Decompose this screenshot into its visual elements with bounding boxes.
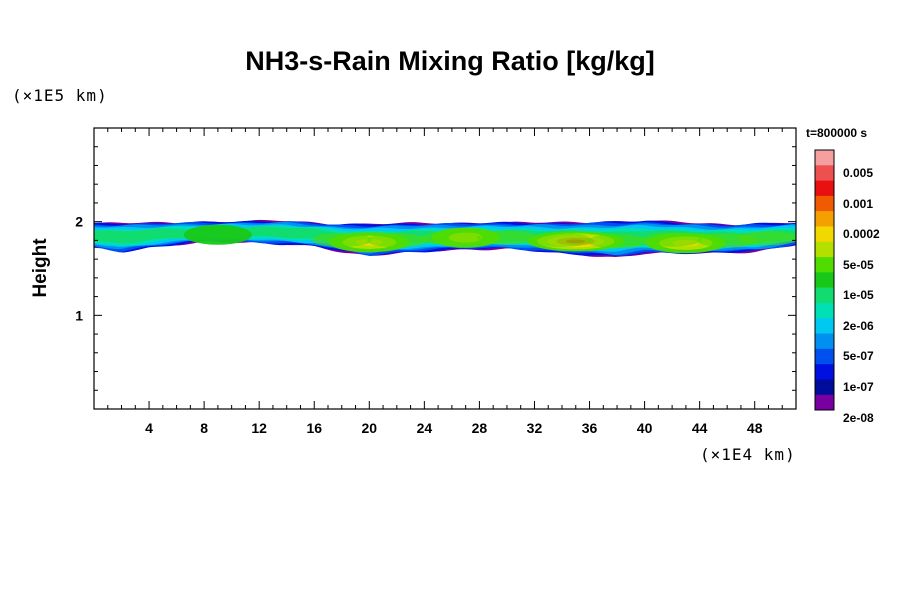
colorbar-label: 0.005 <box>843 165 874 180</box>
y-tick-label: 2 <box>75 214 83 230</box>
colorbar-frame <box>814 149 835 411</box>
x-tick-label: 40 <box>637 420 653 436</box>
colorbar-swatch <box>815 348 834 365</box>
chart-title: NH3-s-Rain Mixing Ratio [kg/kg] <box>245 46 655 76</box>
colorbar-label: 0.001 <box>843 196 874 211</box>
rain-core <box>366 233 427 248</box>
colorbar-label: 5e-05 <box>843 257 874 272</box>
colorbar-label: 2e-08 <box>843 410 874 425</box>
x-axis-unit: (×1E4 km) <box>700 445 796 464</box>
x-tick-label: 24 <box>417 420 433 436</box>
rain-core <box>311 232 372 247</box>
colorbar-swatch <box>815 241 834 258</box>
colorbar-swatch <box>815 272 834 288</box>
colorbar-swatch <box>815 287 834 304</box>
plot-frame <box>93 127 797 410</box>
colorbar-swatch <box>815 195 834 212</box>
x-tick-label: 36 <box>582 420 598 436</box>
time-label: t=800000 s <box>806 126 868 140</box>
rain-core <box>421 231 482 246</box>
x-tick-label: 28 <box>472 420 488 436</box>
x-tick-label: 20 <box>362 420 378 436</box>
x-tick-label: 48 <box>747 420 763 436</box>
rain-field <box>94 219 796 257</box>
x-tick-label: 12 <box>251 420 267 436</box>
x-axis: 4 8 12 16 20 24 28 32 36 40 44 48 <box>107 128 783 436</box>
colorbar-swatch <box>815 165 834 181</box>
y-axis: 12 <box>75 146 796 391</box>
rain-core <box>587 234 648 249</box>
colorbar-label: 1e-07 <box>843 380 874 395</box>
colorbar-swatch <box>815 211 834 227</box>
colorbar-label: 1e-05 <box>843 288 874 303</box>
colorbar-label: 5e-07 <box>843 349 874 364</box>
colorbar-swatch <box>815 150 834 166</box>
x-tick-label: 32 <box>527 420 543 436</box>
rain-core <box>642 232 703 247</box>
colorbar-label: 0.0002 <box>843 227 880 242</box>
colorbar-swatch <box>815 394 834 411</box>
y-tick-label: 1 <box>75 307 83 323</box>
colorbar-label: 2e-06 <box>843 318 874 333</box>
colorbar <box>814 149 835 411</box>
colorbar-swatch <box>815 364 834 380</box>
colorbar-swatch <box>815 318 834 334</box>
x-tick-label: 8 <box>200 420 208 436</box>
colorbar-swatch <box>815 379 834 396</box>
x-tick-label: 4 <box>145 420 153 436</box>
colorbar-swatch <box>815 302 834 319</box>
rain-maximum <box>183 224 252 245</box>
rain-core <box>476 230 537 245</box>
x-tick-label: 16 <box>306 420 322 436</box>
colorbar-swatch <box>815 333 834 350</box>
y-axis-unit: (×1E5 km) <box>12 86 108 105</box>
x-tick-label: 44 <box>692 420 708 436</box>
colorbar-swatch <box>815 226 834 243</box>
rain-core <box>532 232 592 247</box>
colorbar-swatch <box>815 180 834 197</box>
colorbar-swatch <box>815 257 834 273</box>
rain-core <box>738 231 796 246</box>
